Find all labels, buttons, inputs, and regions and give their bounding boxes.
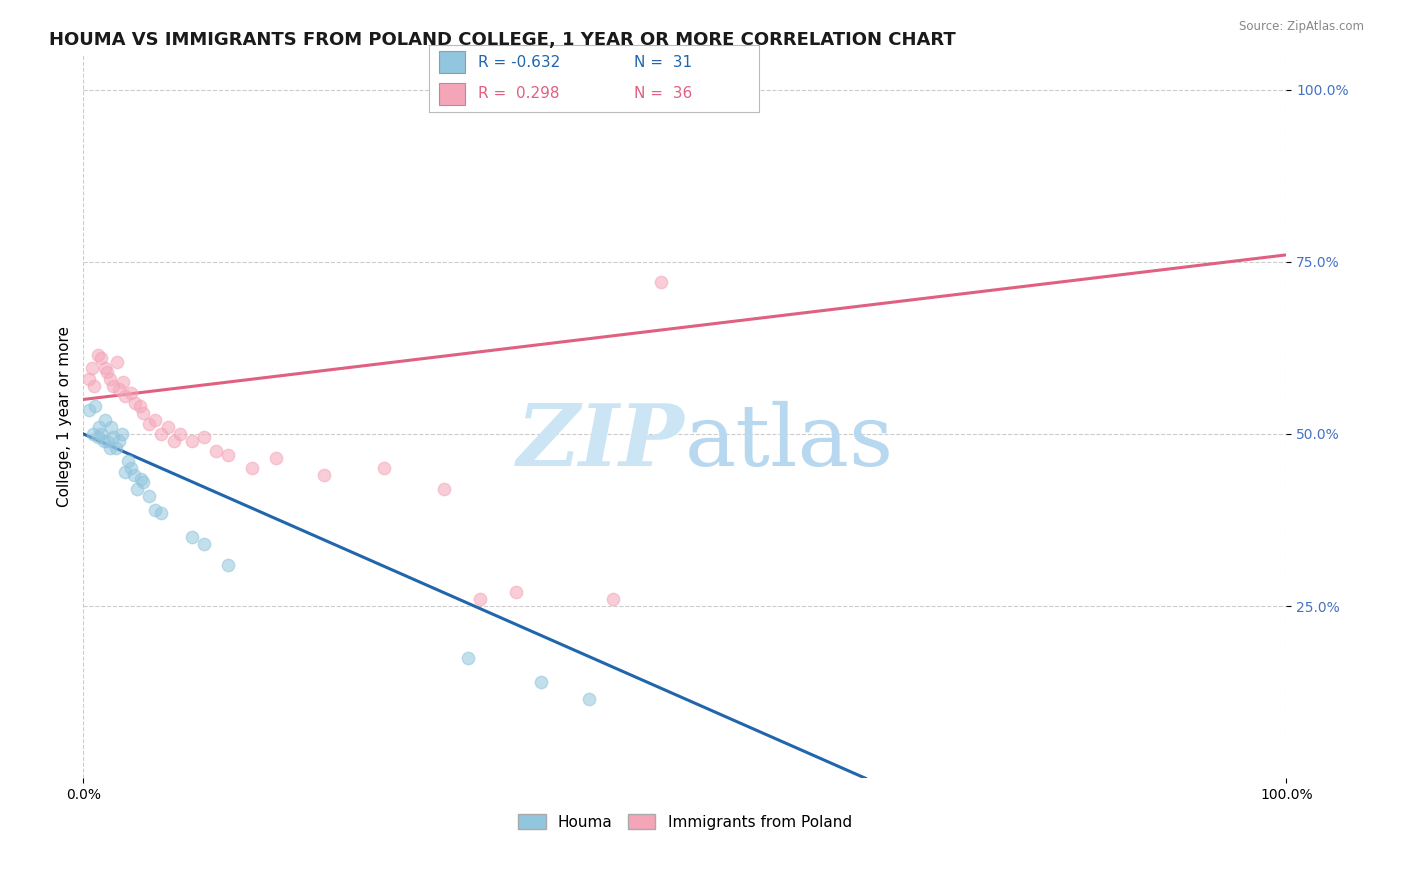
Point: [94, 413, 117, 427]
Point: [132, 406, 155, 420]
Point: [180, 530, 202, 544]
Point: [111, 426, 134, 441]
Text: HOUMA VS IMMIGRANTS FROM POLAND COLLEGE, 1 YEAR OR MORE CORRELATION CHART: HOUMA VS IMMIGRANTS FROM POLAND COLLEGE,…: [49, 31, 956, 49]
Bar: [439, 51, 465, 73]
Point: [104, 441, 127, 455]
Point: [94, 361, 117, 376]
Point: [602, 592, 624, 607]
Point: [80, 361, 103, 376]
Point: [87, 348, 110, 362]
Point: [505, 585, 527, 599]
Point: [98, 441, 121, 455]
Text: atlas: atlas: [685, 401, 894, 483]
Point: [127, 482, 149, 496]
Point: [193, 430, 215, 444]
Point: [217, 448, 239, 462]
Point: [650, 276, 672, 290]
Point: [128, 400, 150, 414]
Y-axis label: College, 1 year or more: College, 1 year or more: [58, 326, 72, 508]
Point: [87, 420, 110, 434]
Point: [114, 389, 136, 403]
Point: [79, 372, 101, 386]
Point: [240, 461, 263, 475]
Text: R =  0.298: R = 0.298: [478, 86, 560, 101]
Point: [100, 420, 122, 434]
Point: [90, 351, 112, 366]
Point: [103, 378, 125, 392]
Point: [145, 413, 167, 427]
Point: [96, 365, 118, 379]
Point: [457, 650, 479, 665]
Point: [87, 430, 110, 444]
Point: [264, 450, 287, 465]
Point: [578, 692, 600, 706]
Point: [120, 385, 142, 400]
Point: [150, 506, 173, 520]
Point: [84, 400, 107, 414]
Point: [122, 468, 145, 483]
Point: [79, 402, 101, 417]
Text: Source: ZipAtlas.com: Source: ZipAtlas.com: [1239, 20, 1364, 33]
Point: [217, 558, 239, 572]
Point: [150, 426, 173, 441]
Point: [470, 592, 492, 607]
Point: [529, 674, 551, 689]
Point: [98, 372, 121, 386]
Point: [204, 444, 226, 458]
Point: [180, 434, 202, 448]
Point: [193, 537, 215, 551]
Point: [129, 472, 152, 486]
Point: [83, 378, 105, 392]
Point: [93, 434, 115, 448]
Text: R = -0.632: R = -0.632: [478, 55, 561, 70]
Point: [138, 489, 160, 503]
Bar: [439, 83, 465, 104]
Point: [124, 396, 146, 410]
Point: [111, 376, 134, 390]
Point: [108, 434, 131, 448]
Text: N =  36: N = 36: [634, 86, 692, 101]
Point: [96, 434, 118, 448]
Point: [145, 502, 167, 516]
Point: [169, 426, 191, 441]
Point: [373, 461, 395, 475]
Text: N =  31: N = 31: [634, 55, 692, 70]
Point: [156, 420, 179, 434]
Point: [120, 461, 142, 475]
Point: [103, 430, 125, 444]
Point: [82, 426, 104, 441]
Point: [105, 354, 128, 368]
Point: [132, 475, 155, 489]
Point: [114, 465, 136, 479]
Text: ZIP: ZIP: [517, 401, 685, 483]
Point: [108, 382, 131, 396]
Point: [90, 426, 112, 441]
Point: [117, 454, 139, 468]
Point: [138, 417, 160, 431]
Point: [433, 482, 456, 496]
Point: [312, 468, 335, 483]
Legend: Houma, Immigrants from Poland: Houma, Immigrants from Poland: [512, 808, 858, 836]
Point: [162, 434, 184, 448]
